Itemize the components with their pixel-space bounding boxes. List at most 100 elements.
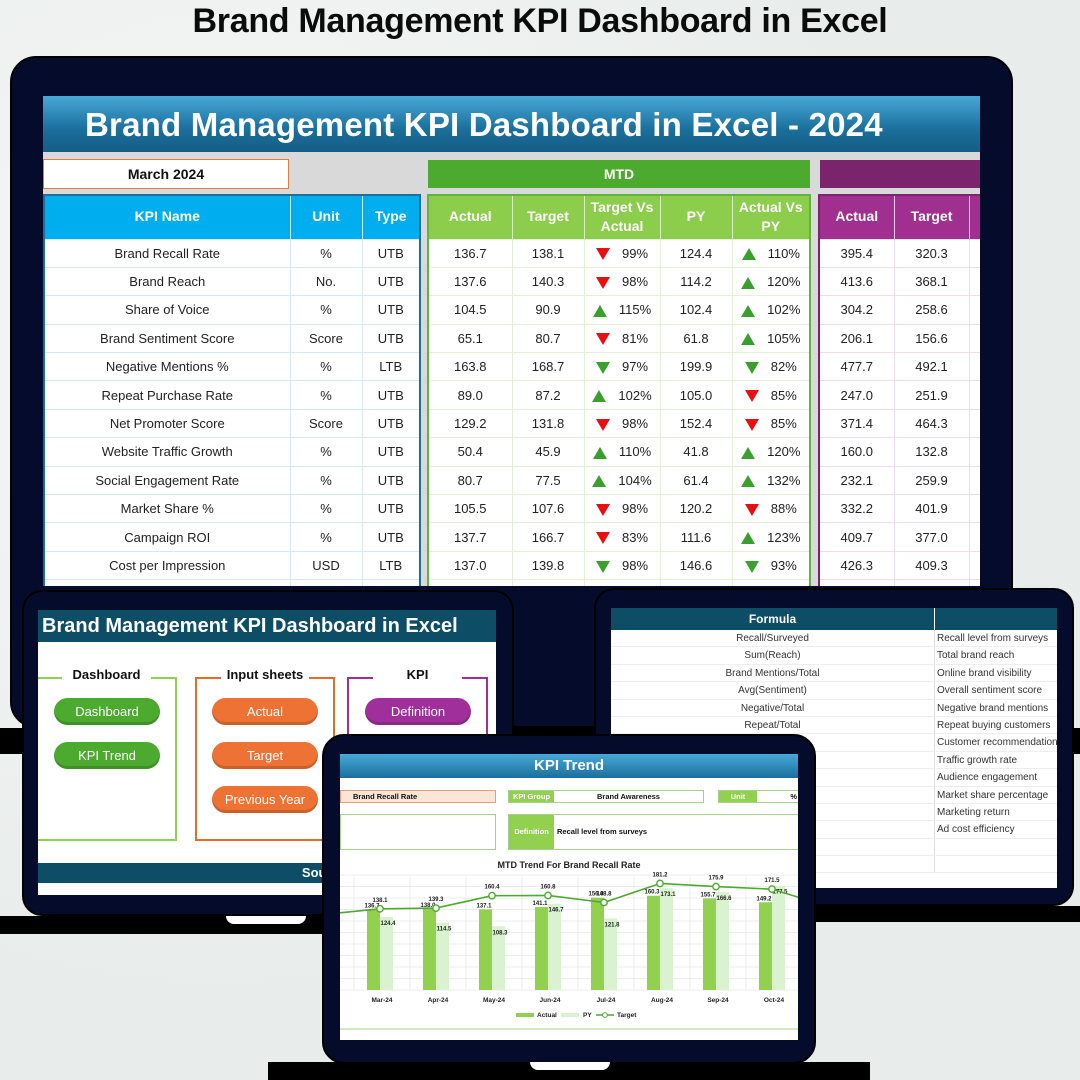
kpi-select[interactable]: Brand Recall Rate — [340, 790, 496, 803]
blank-box — [340, 814, 496, 850]
formula-cell — [611, 821, 935, 838]
col-formula: Formula — [611, 608, 935, 630]
ytd-actual: 160.0 — [818, 437, 895, 467]
ytd-row: 160.0 132.8 — [818, 437, 980, 467]
target-button[interactable]: Target — [212, 742, 318, 769]
definition-cell: Marketing return — [937, 806, 1010, 818]
definition-row: Negative/Total Negative brand mentions — [611, 699, 1057, 717]
definition-row: Ad cost efficiency — [611, 821, 1057, 839]
formula-cell — [611, 734, 935, 751]
mtd-actual-vs-py: 85% — [731, 380, 811, 410]
x-tick-label: Oct-24 — [764, 997, 785, 1004]
mtd-target: 138.1 — [511, 238, 585, 268]
kpi-trend-button[interactable]: KPI Trend — [54, 742, 160, 769]
ytd-target: 368.1 — [893, 266, 970, 297]
group-dashboard: Dashboard Dashboard KPI Trend — [38, 667, 177, 841]
x-tick-label: Aug-24 — [651, 997, 673, 1004]
svg-text:138.0: 138.0 — [420, 903, 436, 909]
actual-bar — [759, 902, 772, 990]
definition-box: Definition Recall level from surveys — [508, 814, 798, 850]
kpi-unit: % — [289, 522, 363, 552]
dashboard-button[interactable]: Dashboard — [54, 698, 160, 725]
previous-year-button[interactable]: Previous Year — [212, 786, 318, 813]
actual-bar — [367, 909, 380, 990]
ytd-target: 259.9 — [893, 465, 970, 496]
kpi-row: Website Traffic Growth % UTB — [43, 437, 421, 467]
mtd-actual-vs-py: 110% — [731, 238, 811, 268]
ytd-actual: 232.1 — [818, 465, 895, 496]
group-input-sheets-title: Input sheets — [226, 667, 304, 682]
page-title: Brand Management KPI Dashboard in Excel — [192, 2, 888, 40]
formula-cell: Negative/Total — [611, 699, 935, 716]
py-bar — [716, 892, 729, 990]
ytd-actual: 247.0 — [818, 380, 895, 410]
ytd-actual: 371.4 — [818, 408, 895, 439]
up-green-arrow-icon — [592, 305, 607, 318]
laptop-trend-notch — [530, 1062, 610, 1070]
definition-cell: Traffic growth rate — [937, 754, 1018, 766]
ytd-table: Actual Target 395.4 320.3 413.6 368.1 30… — [818, 194, 980, 586]
mtd-row: 104.5 90.9 115% 102.4 102% — [427, 295, 811, 325]
ytd-actual: 409.7 — [818, 522, 895, 552]
ytd-actual: 206.1 — [818, 323, 895, 354]
mtd-target: 45.9 — [511, 437, 585, 467]
actual-bar — [535, 907, 548, 990]
mtd-py: 114.2 — [659, 266, 733, 297]
ytd-row: 371.4 464.3 — [818, 408, 980, 439]
kpi-row: Repeat Purchase Rate % UTB — [43, 380, 421, 410]
definition-row: Brand Mentions/Total Online brand visibi… — [611, 664, 1057, 683]
definition-cell: Customer recommendation — [937, 737, 1057, 749]
kpi-group-value: Brand Awareness — [597, 792, 660, 801]
ytd-row: 332.2 401.9 — [818, 494, 980, 524]
kpi-row: Brand Sentiment Score Score UTB — [43, 323, 421, 354]
mtd-actual-vs-py: 120% — [731, 437, 811, 467]
svg-text:108.3: 108.3 — [492, 930, 508, 936]
svg-text:136.7: 136.7 — [364, 904, 380, 910]
col-type: Type — [362, 195, 421, 239]
ytd-row: 413.6 368.1 — [818, 266, 980, 297]
down-red-arrow-icon — [744, 390, 759, 403]
ytd-row: 409.7 377.0 — [818, 522, 980, 552]
mtd-actual-vs-py: 82% — [731, 352, 811, 382]
x-tick-label: Jul-24 — [597, 997, 616, 1004]
svg-text:141.1: 141.1 — [532, 901, 548, 907]
mtd-target-vs-actual: 98% — [583, 494, 661, 524]
down-red-arrow-icon — [595, 248, 610, 261]
mtd-target: 80.7 — [511, 323, 585, 354]
svg-text:175.9: 175.9 — [708, 876, 724, 882]
mtd-target-vs-actual: 102% — [583, 380, 661, 410]
kpi-unit: % — [289, 238, 363, 268]
laptop-home-notch — [226, 916, 306, 924]
actual-button[interactable]: Actual — [212, 698, 318, 725]
down-red-arrow-icon — [595, 503, 610, 516]
svg-text:139.3: 139.3 — [428, 897, 444, 903]
mtd-target-vs-actual: 115% — [583, 295, 661, 325]
kpi-name: Brand Reach — [43, 266, 291, 297]
mtd-py: 111.6 — [659, 522, 733, 552]
month-selector[interactable]: March 2024 — [43, 159, 289, 189]
definition-cell: Recall level from surveys — [937, 633, 1049, 644]
kpi-name: Social Engagement Rate — [43, 465, 291, 496]
definition-cell: Negative brand mentions — [937, 702, 1049, 714]
down-red-arrow-icon — [744, 503, 759, 516]
mtd-actual-vs-py: 120% — [731, 266, 811, 297]
mtd-target: 139.8 — [511, 550, 585, 581]
mtd-target-vs-actual: 98% — [583, 408, 661, 439]
ytd-actual: 304.2 — [818, 295, 895, 325]
mtd-target-vs-actual: 98% — [583, 550, 661, 581]
kpi-row: Market Share % % UTB — [43, 494, 421, 524]
col-definition — [935, 608, 1057, 630]
kpi-type: UTB — [361, 494, 421, 524]
mtd-py: 146.6 — [659, 550, 733, 581]
formula-cell: Avg(Sentiment) — [611, 682, 935, 699]
down-red-arrow-icon — [595, 333, 610, 346]
chart-title: MTD Trend For Brand Recall Rate — [497, 860, 641, 870]
ytd-row: 426.3 409.3 — [818, 550, 980, 581]
mtd-target: 168.7 — [511, 352, 585, 382]
mtd-actual: 80.7 — [427, 465, 513, 496]
definition-button[interactable]: Definition — [365, 698, 471, 725]
svg-text:149.2: 149.2 — [756, 896, 772, 902]
mtd-target-vs-actual: 99% — [583, 238, 661, 268]
mtd-row: 105.5 107.6 98% 120.2 88% — [427, 494, 811, 524]
mtd-py: 152.4 — [659, 408, 733, 439]
